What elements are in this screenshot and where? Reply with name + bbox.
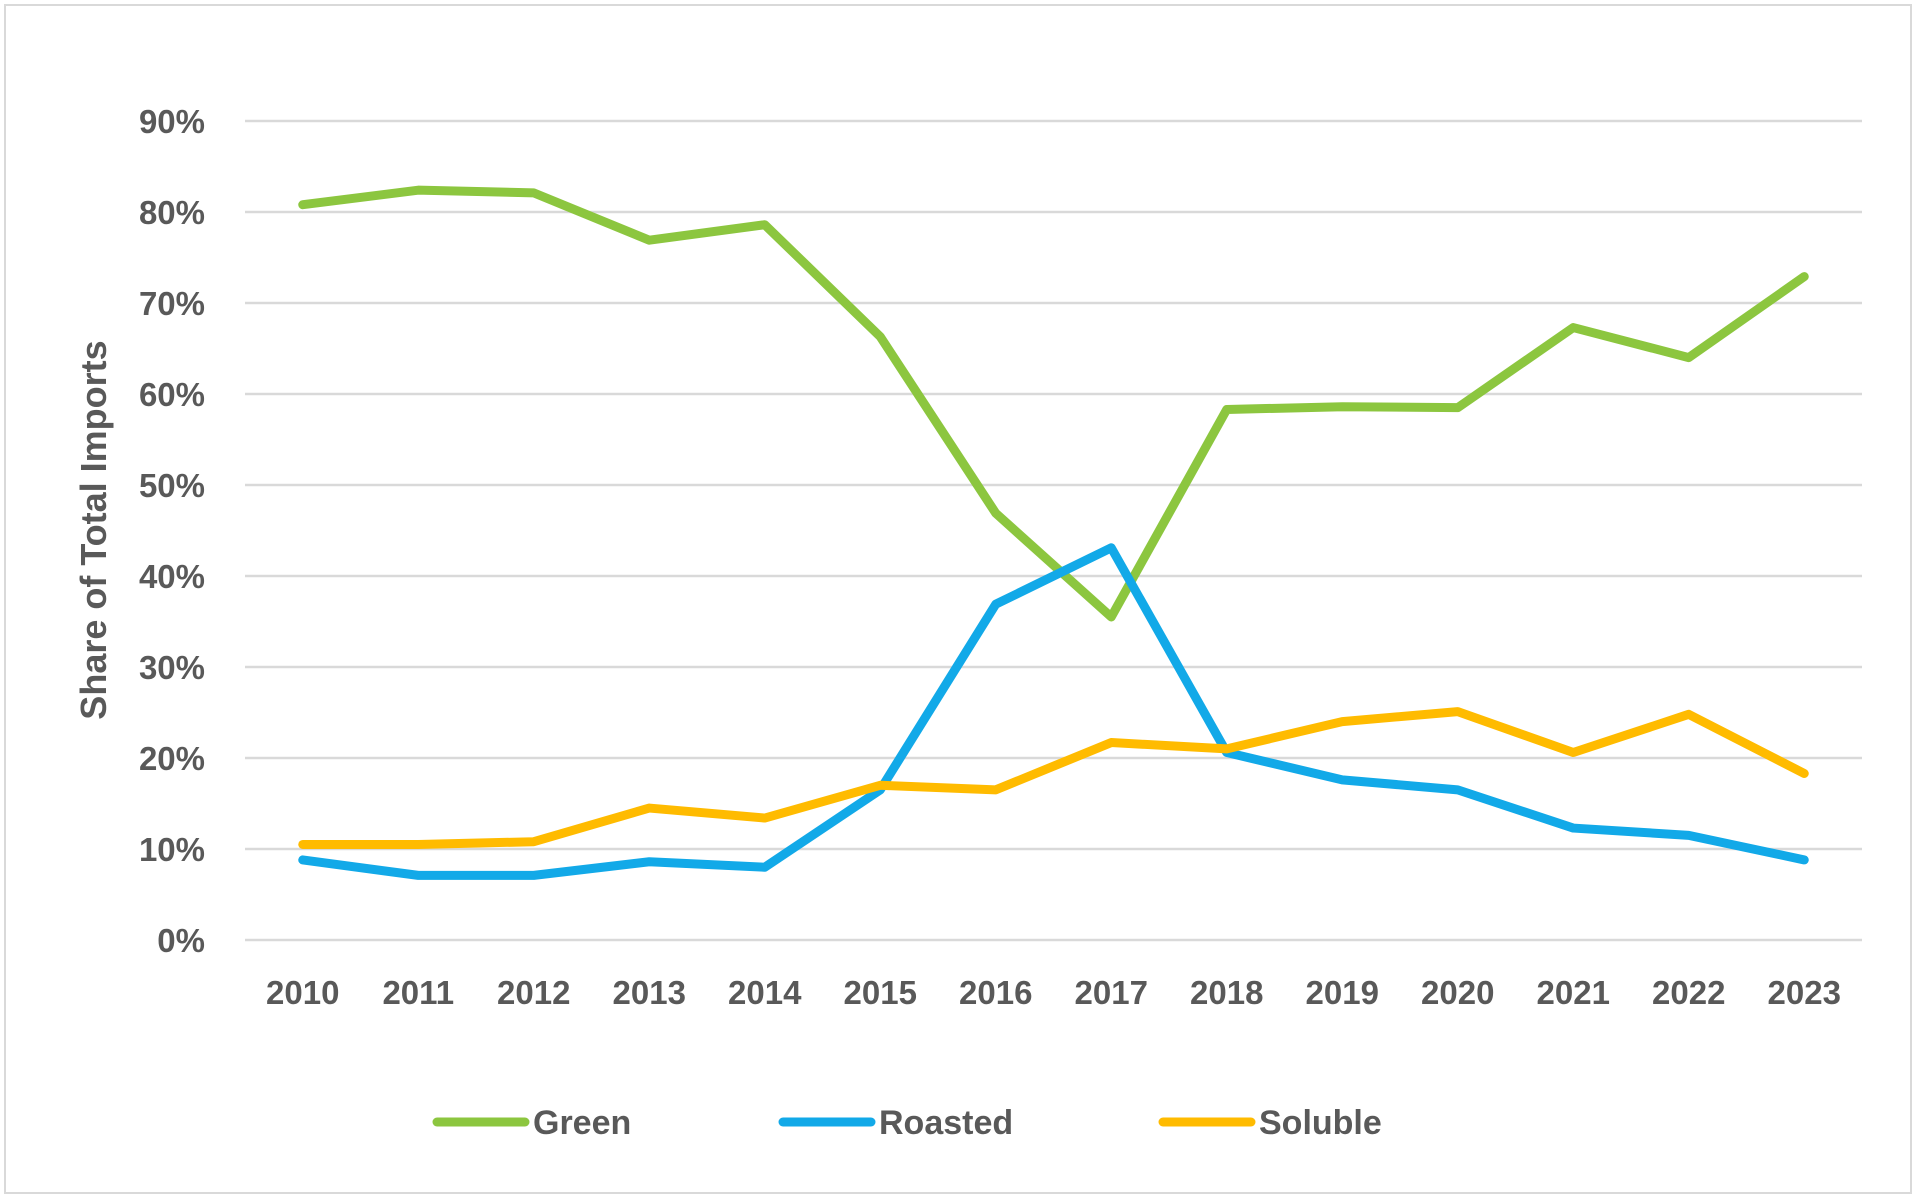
x-tick-label: 2016	[959, 974, 1032, 1011]
x-tick-label: 2010	[266, 974, 339, 1011]
x-tick-label: 2022	[1652, 974, 1725, 1011]
y-tick-label: 30%	[139, 649, 205, 686]
y-tick-label: 70%	[139, 285, 205, 322]
y-axis-ticks: 0% 10% 20% 30% 40% 50% 60% 70% 80% 90%	[139, 103, 205, 959]
legend-label-soluble: Soluble	[1259, 1104, 1382, 1142]
y-tick-label: 10%	[139, 831, 205, 868]
legend-label-roasted: Roasted	[879, 1104, 1013, 1142]
x-tick-label: 2023	[1768, 974, 1841, 1011]
y-tick-label: 0%	[157, 922, 205, 959]
x-tick-label: 2014	[728, 974, 802, 1011]
series-line-green	[298, 185, 1809, 622]
series-line-soluble	[298, 707, 1809, 849]
y-tick-label: 90%	[139, 103, 205, 140]
x-tick-label: 2011	[382, 974, 454, 1011]
x-tick-label: 2020	[1421, 974, 1494, 1011]
gridlines	[245, 119, 1862, 942]
y-tick-label: 50%	[139, 467, 205, 504]
x-tick-label: 2015	[844, 974, 917, 1011]
x-tick-label: 2019	[1306, 974, 1379, 1011]
series-line-roasted	[298, 543, 1809, 880]
y-tick-label: 60%	[139, 376, 205, 413]
x-tick-label: 2021	[1537, 974, 1610, 1011]
x-tick-label: 2017	[1075, 974, 1148, 1011]
x-tick-label: 2012	[497, 974, 570, 1011]
y-tick-label: 80%	[139, 194, 205, 231]
series-lines	[298, 185, 1809, 880]
y-axis-label: Share of Total Imports	[73, 340, 114, 719]
x-tick-label: 2013	[613, 974, 686, 1011]
legend-label-green: Green	[533, 1104, 631, 1142]
y-tick-label: 40%	[139, 558, 205, 595]
x-tick-label: 2018	[1190, 974, 1263, 1011]
legend: Green Roasted Soluble	[432, 1104, 1382, 1142]
y-tick-label: 20%	[139, 740, 205, 777]
x-axis-ticks: 2010 2011 2012 2013 2014 2015 2016 2017 2018 2019…	[266, 974, 1841, 1011]
